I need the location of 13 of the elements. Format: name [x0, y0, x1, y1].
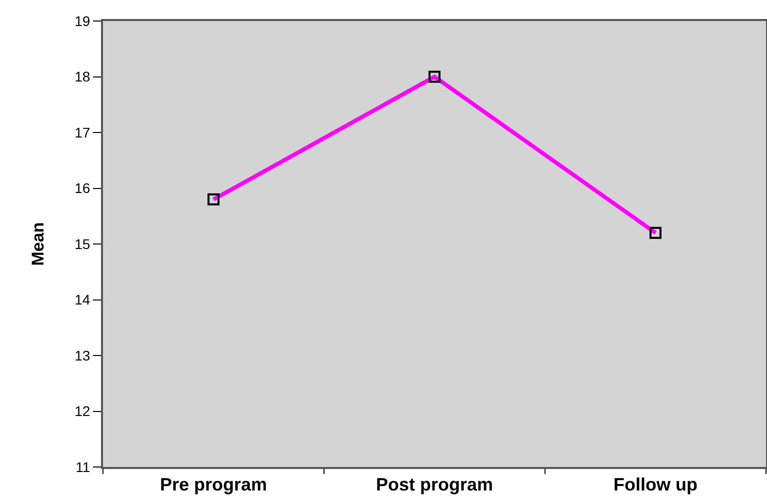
y-tick-label: 14	[74, 292, 90, 308]
y-tick-label: 16	[74, 180, 90, 196]
y-tick-label: 15	[74, 236, 90, 252]
y-tick-label: 17	[74, 124, 90, 140]
x-tick-label: Pre program	[160, 474, 268, 495]
y-axis-title: Mean	[28, 222, 48, 266]
y-tick-label: 13	[74, 347, 90, 364]
y-tick-label: 11	[76, 458, 90, 475]
y-tick-label: 12	[74, 403, 90, 420]
y-tick-label: 19	[74, 12, 90, 29]
x-tick-label: Follow up	[614, 474, 698, 495]
y-tick-label: 18	[74, 68, 90, 85]
x-tick-label: Post program	[376, 474, 494, 495]
